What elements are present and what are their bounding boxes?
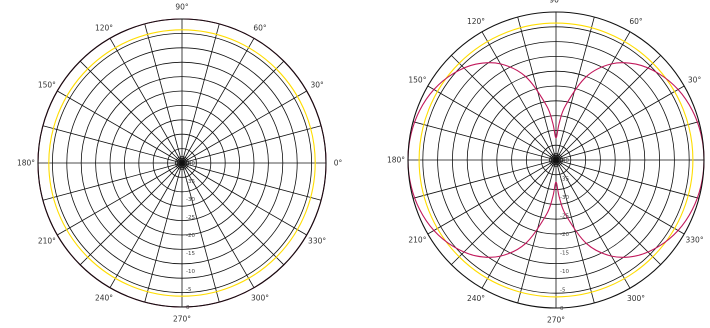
grid-spoke: [181, 162, 285, 266]
grid-spoke: [57, 90, 183, 164]
grid-spoke: [555, 159, 595, 304]
grid-spoke: [79, 162, 183, 266]
angle-tick-label: 330°: [686, 236, 704, 245]
angle-tick-label: 270°: [547, 316, 565, 325]
center-ring: [175, 156, 189, 170]
radial-tick-label: -25: [560, 214, 569, 220]
grid-spoke: [481, 159, 557, 289]
center-ring: [552, 156, 560, 164]
radial-tick-label: -35: [186, 179, 195, 185]
angle-tick-label: 150°: [38, 81, 56, 90]
grid-spoke: [555, 159, 685, 235]
series-curve-0: [48, 29, 316, 297]
series-curve-0: [418, 22, 694, 298]
grid-spoke: [427, 85, 557, 161]
grid-spoke: [181, 38, 255, 164]
grid-spoke: [181, 162, 220, 303]
center-ring: [554, 157, 559, 162]
grid-outer-ring: [407, 11, 705, 309]
grid-spoke: [181, 162, 255, 288]
grid-spoke: [79, 60, 183, 164]
grid-spoke: [109, 162, 183, 288]
grid-spoke: [555, 121, 700, 161]
angle-tick-label: 120°: [95, 23, 113, 32]
radial-tick-label: -20: [186, 233, 195, 239]
radial-tick-label: -10: [560, 269, 569, 275]
angle-tick-label: 270°: [173, 315, 191, 324]
angle-tick-label: 240°: [467, 294, 485, 303]
grid-spoke: [555, 159, 700, 199]
radial-tick-label: -15: [186, 251, 195, 257]
grid-spoke: [427, 159, 557, 235]
grid-spoke: [57, 162, 183, 236]
grid-spoke: [181, 90, 307, 164]
angle-tick-label: 90°: [549, 0, 563, 5]
grid-spoke: [42, 125, 183, 164]
grid-spoke: [181, 162, 307, 236]
angle-tick-label: 300°: [627, 294, 645, 303]
angle-tick-label: 60°: [253, 23, 267, 32]
grid-spoke: [451, 55, 557, 161]
center-ring: [176, 157, 188, 169]
grid-spoke: [555, 31, 631, 161]
angle-tick-label: 210°: [38, 237, 56, 246]
center-ring: [179, 160, 184, 165]
angle-tick-label: 120°: [467, 17, 485, 26]
angle-tick-label: 0°: [334, 159, 343, 168]
radial-tick-label: -35: [560, 177, 569, 183]
grid-spoke: [555, 55, 661, 161]
grid-spoke: [109, 38, 183, 164]
grid-spoke: [412, 121, 557, 161]
radial-tick-label: -5: [186, 287, 192, 293]
grid-spoke: [181, 125, 322, 164]
radial-tick-label: -40: [560, 158, 569, 164]
radial-tick-label: -15: [560, 251, 569, 257]
angle-tick-label: 150°: [408, 76, 426, 85]
grid-spoke: [181, 60, 285, 164]
grid-spoke: [555, 16, 595, 161]
angle-tick-label: 180°: [387, 156, 405, 165]
polar-chart-left: 0° 30° 60° 90° 120° 150° 180° 210° 240° 270° 300° 3…: [17, 3, 343, 324]
grid-spoke: [555, 159, 631, 289]
radial-tick-label: -10: [186, 269, 195, 275]
radial-tick-label: 0: [186, 305, 190, 311]
angle-tick-label: 60°: [629, 17, 643, 26]
angle-tick-label: 30°: [688, 76, 702, 85]
radial-tick-label: -30: [560, 195, 569, 201]
grid-spoke: [144, 23, 183, 164]
grid-spoke: [181, 23, 220, 164]
grid-spoke: [144, 162, 183, 303]
grid-spoke: [555, 159, 661, 265]
angle-tick-label: 240°: [95, 294, 113, 303]
radial-tick-label: -5: [560, 288, 566, 294]
radial-tick-label: -40: [186, 161, 195, 167]
radial-tick-label: -20: [560, 232, 569, 238]
grid-spoke: [555, 85, 685, 161]
radial-tick-label: 0: [560, 306, 564, 312]
grid-spoke: [517, 159, 557, 304]
radial-tick-label: -25: [186, 215, 195, 221]
angle-tick-label: 30°: [310, 81, 324, 90]
grid-spoke: [412, 159, 557, 199]
radial-tick-label: -30: [186, 197, 195, 203]
angle-tick-label: 300°: [251, 294, 269, 303]
grid-spoke: [481, 31, 557, 161]
grid-spoke: [517, 16, 557, 161]
angle-tick-label: 90°: [175, 3, 189, 12]
polar-chart-right: 0°30°60°90°120°150°180°210°240°270°300°3…: [387, 0, 705, 325]
grid-outer-ring: [37, 18, 327, 308]
center-ring: [549, 153, 563, 167]
grid-spoke: [42, 162, 183, 201]
angle-tick-label: 330°: [308, 237, 326, 246]
angle-tick-label: 180°: [17, 159, 35, 168]
grid-spoke: [181, 162, 322, 201]
angle-tick-label: 210°: [408, 236, 426, 245]
center-ring: [550, 154, 562, 166]
grid-spoke: [451, 159, 557, 265]
center-ring: [178, 159, 186, 167]
